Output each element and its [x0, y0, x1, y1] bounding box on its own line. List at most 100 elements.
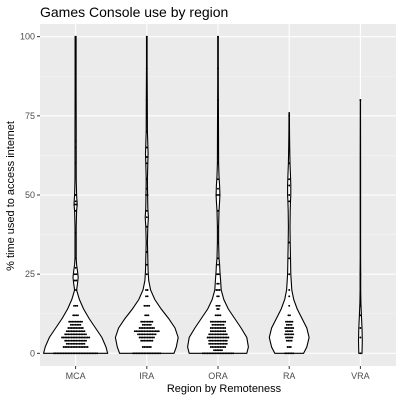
data-point — [74, 51, 77, 54]
data-point — [217, 146, 219, 149]
data-point — [86, 336, 89, 339]
data-point — [286, 336, 289, 339]
data-point — [141, 346, 144, 348]
data-point — [288, 304, 291, 307]
data-point — [83, 352, 86, 355]
data-point — [80, 352, 83, 355]
data-point — [288, 114, 291, 117]
data-point — [287, 339, 290, 342]
data-point — [145, 99, 148, 101]
data-point — [145, 67, 148, 70]
data-point — [216, 320, 219, 323]
data-point — [217, 295, 220, 298]
data-point — [216, 336, 219, 339]
data-point — [81, 320, 83, 323]
data-point — [81, 352, 84, 355]
y-tick-label: 0 — [30, 348, 35, 358]
data-point — [285, 327, 288, 329]
data-point — [213, 323, 215, 326]
data-point — [216, 342, 219, 345]
data-point — [74, 323, 77, 326]
data-point — [85, 339, 87, 342]
data-point — [154, 333, 157, 336]
data-point — [288, 273, 291, 276]
data-point — [77, 352, 79, 355]
data-point — [83, 336, 86, 339]
data-point — [137, 352, 139, 355]
data-point — [67, 336, 70, 339]
data-point — [217, 327, 220, 329]
data-point — [141, 323, 144, 326]
data-point — [224, 342, 227, 345]
data-point — [145, 336, 147, 339]
data-point — [72, 342, 75, 345]
data-point — [289, 314, 291, 317]
data-point — [77, 342, 79, 345]
data-point — [219, 323, 222, 326]
data-point — [75, 333, 78, 336]
data-point — [154, 352, 157, 355]
data-point — [135, 352, 138, 355]
data-point — [138, 333, 141, 336]
data-point — [288, 346, 291, 348]
data-point — [70, 330, 73, 333]
data-point — [222, 342, 225, 345]
data-point — [85, 336, 87, 339]
data-point — [211, 330, 214, 333]
data-point — [78, 339, 81, 342]
data-point — [141, 352, 144, 355]
data-point — [208, 336, 211, 339]
data-point — [74, 67, 77, 70]
dot-stack-ra — [284, 114, 295, 355]
data-point — [73, 203, 76, 206]
data-point — [148, 352, 151, 355]
data-point — [213, 333, 215, 336]
data-point — [217, 282, 220, 285]
data-point — [145, 225, 148, 228]
data-point — [217, 273, 220, 276]
data-point — [83, 346, 86, 348]
data-point — [221, 320, 223, 323]
data-point — [135, 330, 138, 333]
data-point — [77, 333, 79, 336]
data-point — [290, 327, 293, 329]
data-point — [209, 333, 212, 336]
data-point — [86, 352, 89, 355]
data-point — [143, 339, 146, 342]
data-point — [148, 320, 151, 323]
data-point — [221, 342, 223, 345]
data-point — [209, 352, 212, 355]
data-point — [285, 330, 287, 333]
x-tick-label: IRA — [139, 371, 154, 381]
data-point — [73, 314, 76, 317]
data-point — [215, 194, 218, 196]
data-point — [80, 336, 83, 339]
data-point — [211, 336, 214, 339]
data-point — [141, 327, 144, 329]
data-point — [62, 346, 65, 348]
data-point — [145, 178, 148, 181]
data-point — [288, 330, 291, 333]
data-point — [286, 330, 289, 333]
data-point — [224, 330, 227, 333]
data-point — [138, 327, 141, 329]
data-point — [153, 333, 155, 336]
data-point — [70, 346, 73, 348]
data-point — [144, 314, 147, 317]
y-tick-label: 25 — [25, 269, 35, 279]
data-point — [215, 304, 218, 307]
data-point — [141, 320, 144, 323]
data-point — [214, 342, 217, 345]
data-point — [146, 339, 149, 342]
data-point — [138, 330, 141, 333]
data-point — [217, 257, 219, 260]
data-point — [219, 320, 222, 323]
data-point — [70, 339, 73, 342]
data-point — [72, 352, 75, 355]
data-point — [146, 323, 149, 326]
data-point — [217, 320, 220, 323]
data-point — [217, 342, 220, 345]
data-point — [143, 336, 146, 339]
data-point — [211, 339, 214, 342]
data-point — [214, 320, 217, 323]
